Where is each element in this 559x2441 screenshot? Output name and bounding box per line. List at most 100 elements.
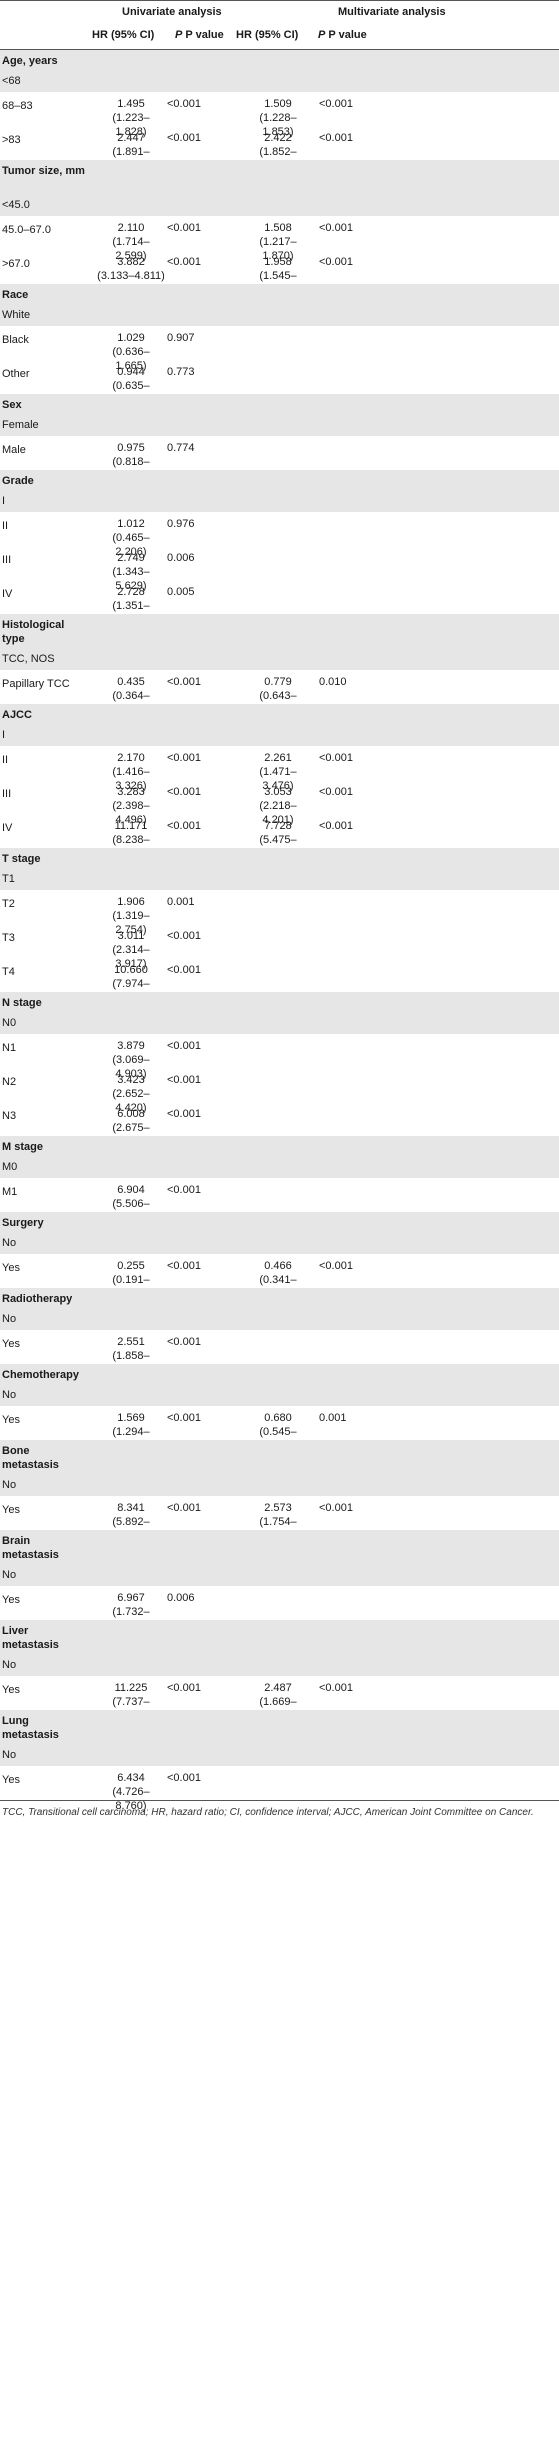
hr-value-multivariate: 7.728	[264, 820, 292, 832]
p-value-univariate: 0.001	[167, 896, 195, 908]
row-label: Yes	[2, 1504, 20, 1516]
p-value-multivariate: <0.001	[319, 256, 353, 268]
category-label: Histological type	[2, 619, 65, 645]
category-label: Brain metastasis	[2, 1535, 59, 1561]
row-label: 45.0–67.0	[2, 224, 51, 236]
row-label: IV	[2, 588, 13, 600]
reference-label: No	[2, 1479, 17, 1491]
hr-value-multivariate: 2.487	[264, 1682, 292, 1694]
row-label: N3	[2, 1110, 17, 1122]
category-row: Grade	[0, 470, 559, 492]
ci-multivariate: (1.217–1.870)	[259, 236, 297, 262]
category-row: Sex	[0, 394, 559, 416]
ci-multivariate: (2.218–4.201)	[259, 800, 297, 826]
p-value-univariate: <0.001	[167, 786, 201, 798]
row-label: III	[2, 554, 12, 566]
col-p-multivariate-text: P value	[328, 29, 367, 41]
row-label: Yes	[2, 1684, 20, 1696]
p-value-univariate: <0.001	[167, 222, 201, 234]
hr-value-multivariate: 3.053	[264, 786, 292, 798]
p-value-univariate: <0.001	[167, 1040, 201, 1052]
table-row: 45.0–67.0 2.110 (1.714–2.599) <0.001 1.508 (1…	[0, 216, 559, 262]
row-label: Yes	[2, 1594, 20, 1606]
category-label: N stage	[2, 997, 42, 1009]
category-row: Lung metastasis	[0, 1710, 559, 1746]
reference-label: <45.0	[2, 199, 30, 211]
p-value-univariate: <0.001	[167, 1502, 201, 1514]
p-value-multivariate: <0.001	[319, 752, 353, 764]
category-row: Surgery	[0, 1212, 559, 1234]
row-label: T2	[2, 898, 15, 910]
table-row: III 3.283 (2.398–4.496) <0.001 3.053 (2.218–4…	[0, 780, 559, 826]
table-row: M16.904(5.506–8.658)<0.001	[0, 1178, 559, 1224]
p-value-multivariate: <0.001	[319, 1502, 353, 1514]
row-label: N2	[2, 1076, 17, 1088]
row-label: 68–83	[2, 100, 33, 112]
reference-row: No	[0, 1746, 559, 1766]
ci-univariate: (1.319–2.754)	[112, 910, 150, 936]
hr-value-univariate: 3.283	[117, 786, 145, 798]
table-row: N36.008(2.675–13.493)<0.001	[0, 1102, 559, 1148]
p-value-univariate: <0.001	[167, 1336, 201, 1348]
p-value-multivariate: <0.001	[319, 820, 353, 832]
multivariate-header: Multivariate analysis	[338, 6, 446, 18]
category-label: Lung metastasis	[2, 1715, 59, 1741]
table-row: IV11.171(8.238–15.149)<0.0017.728(5.475–…	[0, 814, 559, 860]
table-row: T2 1.906 (1.319–2.754) 0.001	[0, 890, 559, 936]
reference-row: No	[0, 1234, 559, 1254]
category-row: M stage	[0, 1136, 559, 1158]
row-label: IV	[2, 822, 13, 834]
table-row: 68–83 1.495 (1.223–1.828) <0.001 1.509 (1.228…	[0, 92, 559, 138]
hr-value-multivariate: 0.680	[264, 1412, 292, 1424]
hr-value-univariate: 8.341	[117, 1502, 145, 1514]
p-value-univariate: <0.001	[167, 1108, 201, 1120]
p-value-univariate: 0.773	[167, 366, 195, 378]
hr-value-univariate: 10.660	[114, 964, 148, 976]
table-row: II 1.012 (0.465–2.206) 0.976	[0, 512, 559, 558]
row-label: Yes	[2, 1414, 20, 1426]
p-value-univariate: <0.001	[167, 132, 201, 144]
hr-value-multivariate: 1.509	[264, 98, 292, 110]
table-row: III 2.749 (1.343–5.629) 0.006	[0, 546, 559, 592]
category-row: Age, years	[0, 50, 559, 72]
category-row: T stage	[0, 848, 559, 870]
table-row: N2 3.423 (2.652–4.420) <0.001	[0, 1068, 559, 1114]
hr-value-multivariate: 0.466	[264, 1260, 292, 1272]
category-row: AJCC	[0, 704, 559, 726]
table-row: >67.0 3.882 (3.133–4.811) <0.001 1.958 (1.545…	[0, 250, 559, 296]
ci-univariate: (1.343–5.629)	[112, 566, 150, 592]
p-value-univariate: 0.976	[167, 518, 195, 530]
p-value-univariate: 0.006	[167, 1592, 195, 1604]
hr-value-univariate: 6.008	[117, 1108, 145, 1120]
table-row: >832.447(1.891–3.168)<0.0012.422(1.852–3…	[0, 126, 559, 172]
hr-value-univariate: 2.749	[117, 552, 145, 564]
reference-label: White	[2, 309, 31, 321]
row-label: III	[2, 788, 12, 800]
category-row: Histological type	[0, 614, 559, 650]
hr-value-univariate: 0.975	[117, 442, 145, 454]
hr-value-univariate: 0.944	[117, 366, 145, 378]
ci-univariate: (0.636–1.665)	[112, 346, 150, 372]
table-top-rule	[0, 0, 559, 1]
category-row: Radiotherapy	[0, 1288, 559, 1310]
category-label: Bone metastasis	[2, 1445, 59, 1471]
ci-univariate: (1.714–2.599)	[112, 236, 150, 262]
hr-value-multivariate: 2.573	[264, 1502, 292, 1514]
category-label: Surgery	[2, 1217, 44, 1229]
row-label: >67.0	[2, 258, 30, 270]
reference-row: No	[0, 1566, 559, 1586]
row-label: T3	[2, 932, 15, 944]
p-value-multivariate: <0.001	[319, 786, 353, 798]
hr-value-univariate: 2.728	[117, 586, 145, 598]
ci-univariate: (1.416–3.326)	[112, 766, 150, 792]
hr-value-univariate: 1.495	[117, 98, 145, 110]
p-value-univariate: <0.001	[167, 964, 201, 976]
table-body: Age, years <68 68–83 1.495 (1.223–1.828) <0.0…	[0, 50, 559, 1812]
reference-row: No	[0, 1310, 559, 1330]
ci-univariate: (3.133–4.811)	[97, 270, 165, 282]
reference-row: White	[0, 306, 559, 326]
category-row: N stage	[0, 992, 559, 1014]
col-p-univariate-text: P value	[185, 29, 224, 41]
ci-multivariate: (1.471–3.476)	[259, 766, 297, 792]
